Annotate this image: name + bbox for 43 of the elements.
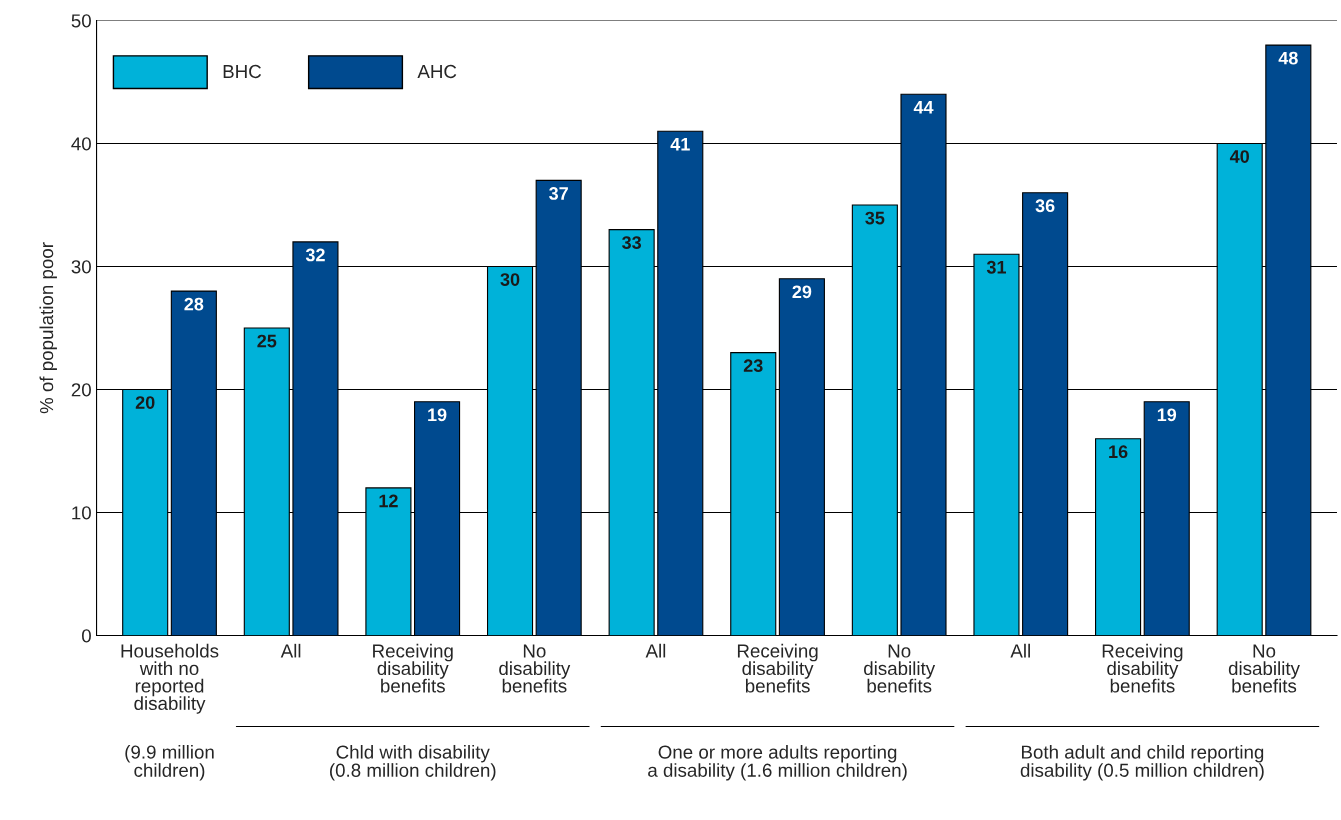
data-label: 12 [379, 494, 398, 508]
data-label: 25 [257, 334, 277, 348]
y-tick-label: 10 [72, 506, 91, 520]
text: (9.9 million children) [125, 744, 214, 781]
data-label: 30 [500, 273, 520, 286]
data-label: 40 [1229, 150, 1249, 163]
y-tick-label: 50 [71, 14, 91, 28]
x-tick-label: Receiving disability benefits [1102, 643, 1183, 693]
data-label: 44 [913, 101, 934, 114]
legend-label: BHC [223, 64, 262, 79]
data-label: 35 [865, 211, 885, 225]
x-tick-label: No disability benefits [864, 644, 936, 693]
data-label: 31 [986, 260, 1007, 274]
data-label: 36 [1035, 199, 1055, 213]
y-tick-label: 0 [82, 629, 91, 643]
x-tick-label: All [280, 643, 301, 658]
data-label: 48 [1278, 51, 1298, 65]
text: One or more adults reporting a disability (1.6 million children) [648, 744, 907, 781]
y-tick-label: 30 [71, 260, 91, 274]
y-axis-title: % of population poor [39, 242, 57, 414]
data-label: 37 [549, 187, 568, 200]
data-label: 41 [670, 138, 690, 151]
data-label: 19 [1157, 408, 1177, 422]
x-tick-label: No disability benefits [499, 644, 571, 693]
text: Chld with disability (0.8 million children) [330, 744, 496, 781]
data-label: 32 [305, 248, 325, 262]
data-label: 28 [184, 297, 204, 311]
data-label: 20 [135, 396, 155, 409]
data-label: 29 [792, 285, 812, 299]
x-tick-label: All [1010, 643, 1030, 658]
text: Both adult and child reporting disability (0.5 million children) [1020, 744, 1264, 781]
data-label: 16 [1109, 445, 1128, 459]
data-label: 23 [743, 359, 763, 373]
x-tick-label: Receiving disability benefits [737, 643, 818, 693]
data-label: 33 [622, 236, 642, 250]
y-tick-label: 40 [71, 137, 91, 151]
x-tick-label: Households with no reported disability [121, 643, 219, 714]
x-tick-label: No disability benefits [1228, 644, 1300, 693]
x-tick-label: All [645, 643, 666, 658]
y-tick-label: 20 [71, 383, 91, 397]
legend-label: AHC [417, 64, 457, 79]
data-label: 19 [428, 408, 447, 422]
x-tick-label: Receiving disability benefits [373, 643, 453, 693]
